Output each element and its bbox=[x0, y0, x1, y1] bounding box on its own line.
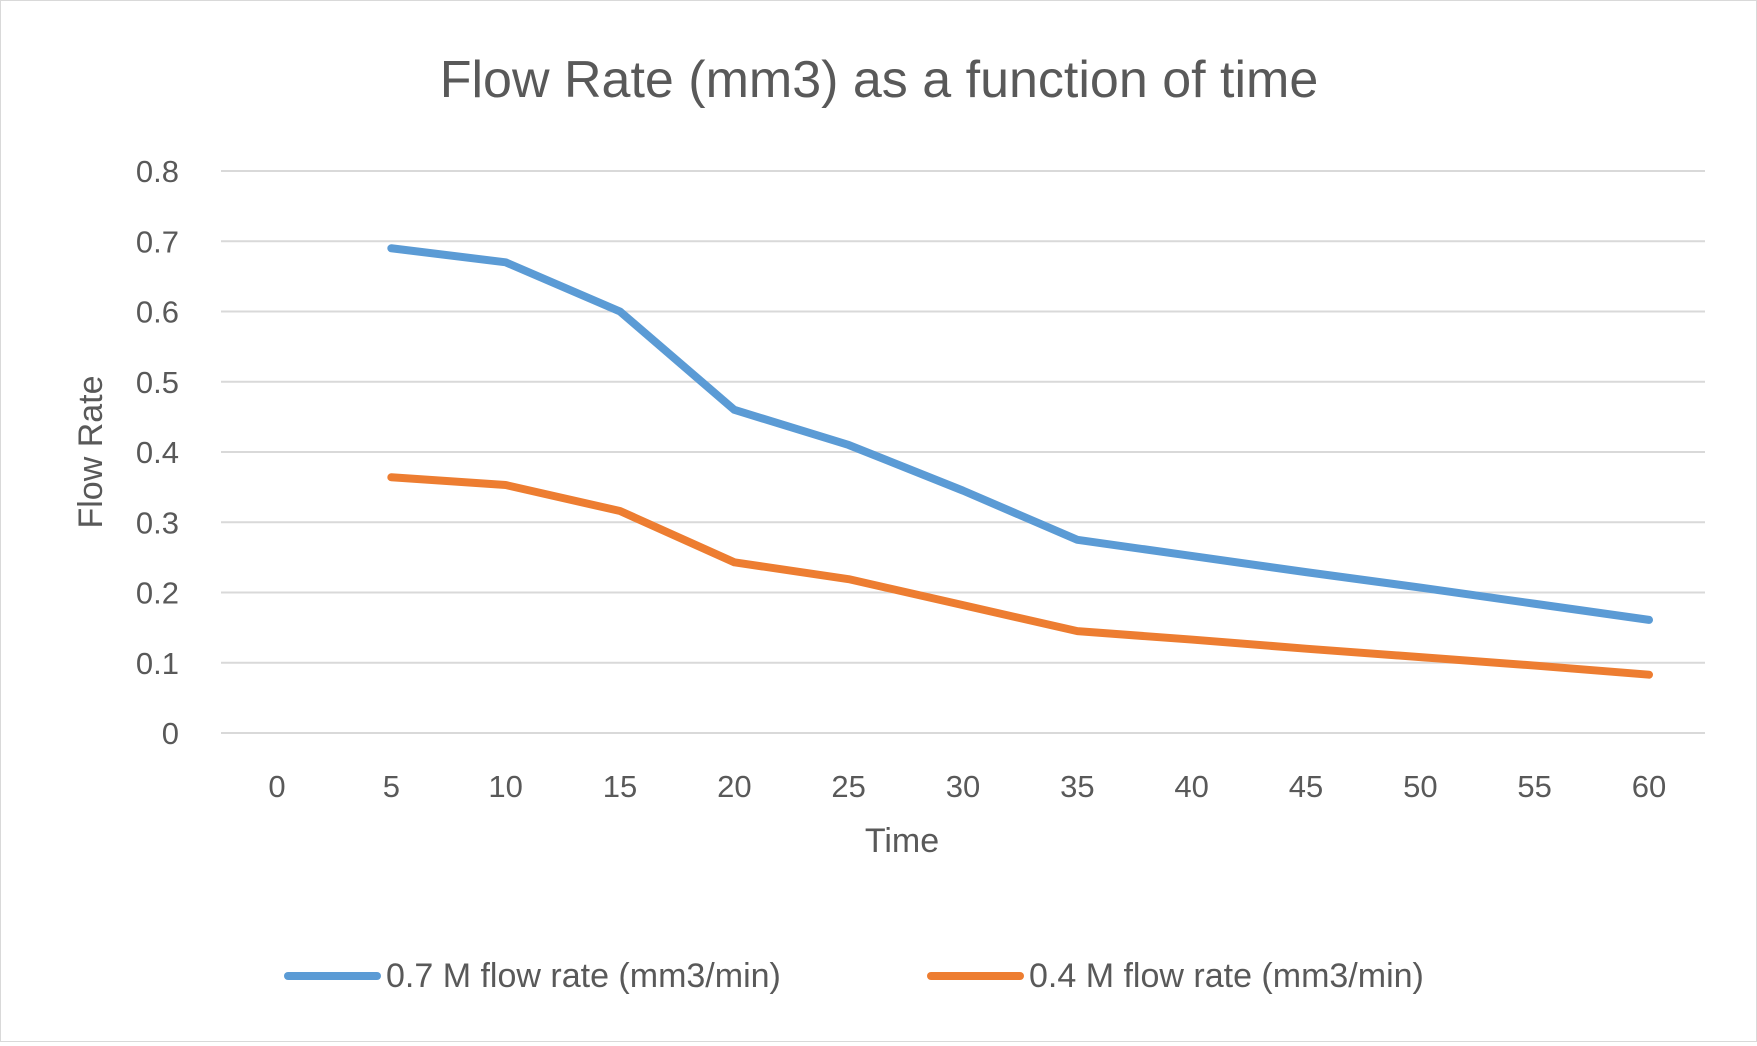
x-tick-label: 20 bbox=[717, 769, 751, 804]
x-tick-label: 10 bbox=[488, 769, 522, 804]
y-tick-label: 0 bbox=[162, 716, 179, 751]
x-tick-label: 50 bbox=[1403, 769, 1437, 804]
y-tick-label: 0.8 bbox=[136, 154, 179, 189]
series-line-0 bbox=[391, 248, 1649, 620]
series-line-1 bbox=[391, 477, 1649, 674]
x-tick-label: 40 bbox=[1174, 769, 1208, 804]
x-axis-label: Time bbox=[865, 822, 939, 860]
y-tick-label: 0.1 bbox=[136, 646, 179, 681]
y-tick-label: 0.3 bbox=[136, 505, 179, 540]
x-tick-label: 35 bbox=[1060, 769, 1094, 804]
x-tick-label: 15 bbox=[603, 769, 637, 804]
x-tick-label: 30 bbox=[946, 769, 980, 804]
y-tick-label: 0.2 bbox=[136, 576, 179, 611]
x-tick-label: 45 bbox=[1289, 769, 1323, 804]
legend-label: 0.4 M flow rate (mm3/min) bbox=[1029, 957, 1424, 995]
x-tick-label: 5 bbox=[383, 769, 400, 804]
x-tick-label: 55 bbox=[1517, 769, 1551, 804]
y-tick-label: 0.7 bbox=[136, 224, 179, 259]
chart-title: Flow Rate (mm3) as a function of time bbox=[440, 51, 1319, 109]
legend-label: 0.7 M flow rate (mm3/min) bbox=[386, 957, 781, 995]
x-tick-label: 0 bbox=[268, 769, 285, 804]
y-tick-label: 0.5 bbox=[136, 365, 179, 400]
y-tick-label: 0.4 bbox=[136, 435, 179, 470]
y-axis-label: Flow Rate bbox=[72, 375, 110, 528]
y-tick-label: 0.6 bbox=[136, 295, 179, 330]
x-tick-label: 25 bbox=[831, 769, 865, 804]
x-tick-label: 60 bbox=[1632, 769, 1666, 804]
